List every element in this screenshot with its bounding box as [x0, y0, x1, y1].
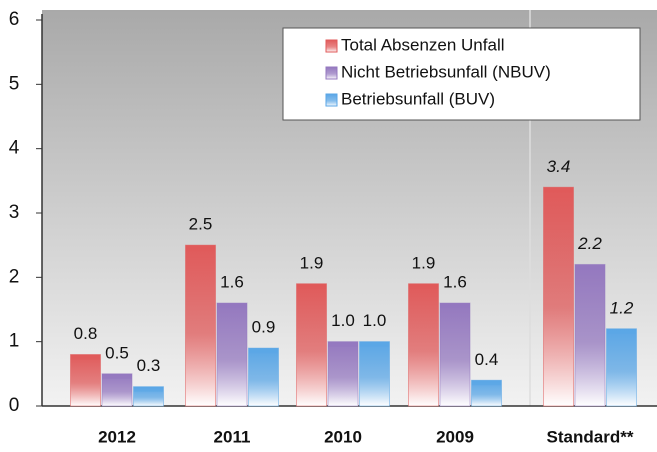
y-tick-label: 5: [9, 73, 20, 94]
value-label: 0.5: [105, 343, 129, 362]
y-tick-label: 2: [9, 266, 20, 287]
bar: [408, 283, 439, 407]
legend-swatch: [325, 93, 338, 107]
value-label: 1.0: [363, 311, 387, 330]
bar-top: [248, 348, 279, 354]
bar-top: [185, 245, 216, 251]
bar: [327, 341, 359, 407]
bar: [185, 244, 216, 407]
bar: [359, 341, 390, 407]
bar: [543, 186, 574, 407]
y-tick-label: 3: [9, 202, 20, 223]
bar: [439, 302, 471, 407]
y-tick-label: 0: [9, 395, 20, 416]
bar-top: [543, 187, 574, 193]
bar: [296, 283, 327, 407]
value-label: 1.9: [300, 253, 324, 272]
value-label: 0.9: [252, 318, 276, 337]
bar: [606, 328, 637, 407]
legend-label: Total Absenzen Unfall: [341, 35, 505, 54]
bar: [101, 373, 133, 407]
bar: [574, 263, 606, 407]
bar-top: [328, 341, 358, 347]
value-label: 1.6: [220, 273, 244, 292]
bar-top: [296, 283, 327, 289]
bar-top: [217, 303, 247, 309]
x-tick-label: Standard**: [547, 427, 634, 446]
value-label: 2.5: [189, 215, 213, 234]
bar-top: [606, 328, 637, 334]
bar: [70, 354, 101, 407]
y-tick-label: 6: [9, 9, 20, 30]
bar-top: [408, 283, 439, 289]
legend-label: Nicht Betriebsunfall (NBUV): [341, 62, 551, 81]
bar-top: [440, 303, 470, 309]
legend-swatch: [325, 39, 338, 53]
value-label: 0.4: [475, 350, 499, 369]
bar-top: [359, 341, 390, 347]
value-label: 3.4: [547, 157, 571, 176]
bar: [216, 302, 248, 407]
value-label: 0.8: [74, 324, 98, 343]
value-label: 2.2: [577, 234, 602, 253]
bar-top: [575, 264, 605, 270]
x-tick-label: 2011: [214, 427, 251, 446]
bar-top: [133, 386, 164, 392]
legend-label: Betriebsunfall (BUV): [341, 89, 495, 108]
y-tick-label: 1: [9, 331, 20, 352]
legend-swatch: [325, 66, 338, 80]
x-tick-label: 2010: [324, 427, 362, 446]
value-label: 1.2: [610, 298, 634, 317]
x-tick-label: 2009: [436, 427, 474, 446]
value-label: 1.9: [412, 253, 436, 272]
y-tick-label: 4: [9, 138, 20, 159]
value-label: 1.0: [331, 311, 355, 330]
value-label: 1.6: [443, 273, 467, 292]
bar-top: [70, 354, 101, 360]
bar-top: [102, 373, 132, 379]
value-label: 0.3: [137, 356, 161, 375]
x-tick-label: 2012: [98, 427, 136, 446]
bar: [248, 347, 279, 407]
bar-top: [471, 380, 502, 386]
legend: [282, 27, 641, 121]
